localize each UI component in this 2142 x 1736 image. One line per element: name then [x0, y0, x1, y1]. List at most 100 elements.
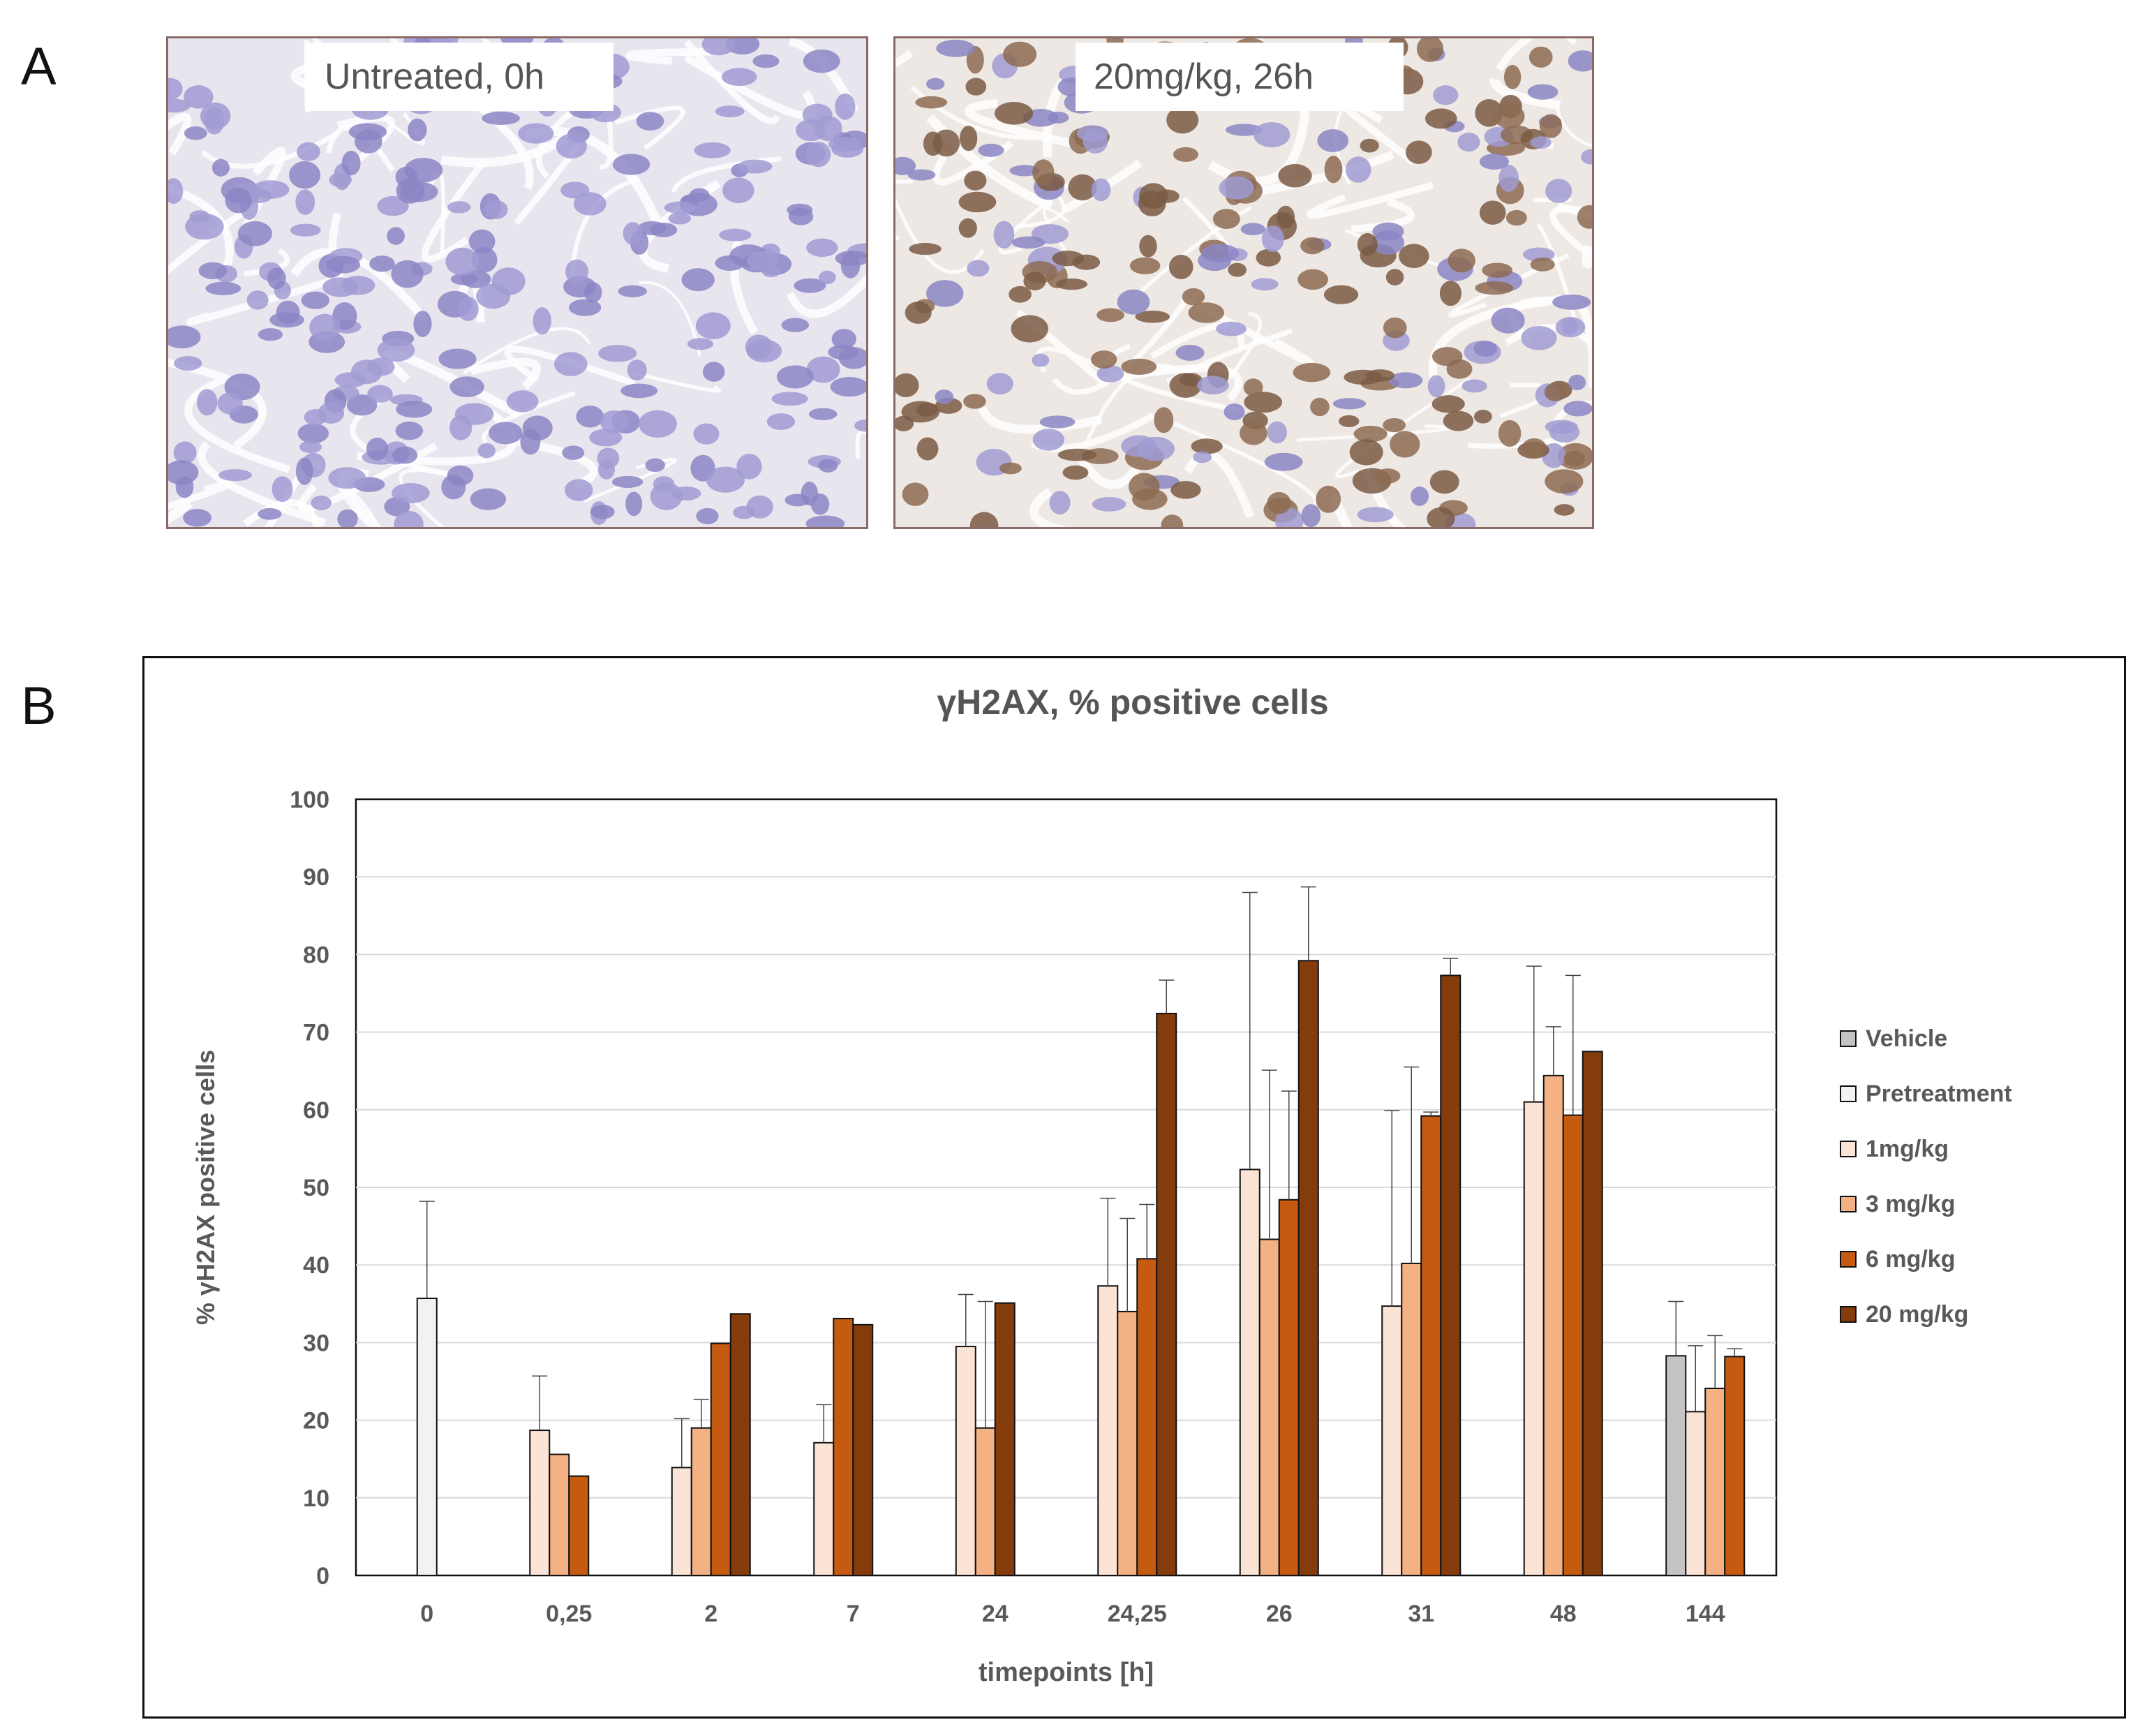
nucleus	[183, 509, 212, 527]
nucleus	[449, 376, 484, 398]
positive-nucleus	[1493, 103, 1525, 129]
nucleus	[831, 329, 856, 350]
nucleus	[1410, 487, 1429, 506]
nucleus	[1371, 230, 1404, 255]
nucleus	[1473, 341, 1498, 357]
stroma-fiber	[1582, 244, 1592, 269]
nucleus	[583, 282, 602, 303]
positive-nucleus	[1385, 269, 1404, 285]
nucleus	[1301, 504, 1321, 527]
legend-swatch	[1840, 1085, 1857, 1102]
nucleus	[805, 515, 845, 527]
nucleus	[746, 251, 779, 270]
y-tick-label: 80	[303, 942, 329, 968]
positive-nucleus	[1503, 65, 1522, 89]
positive-nucleus	[1129, 257, 1161, 274]
positive-nucleus	[1375, 468, 1401, 484]
positive-nucleus	[1443, 410, 1474, 431]
nucleus	[745, 334, 773, 359]
positive-nucleus	[1011, 315, 1048, 343]
nucleus	[533, 307, 551, 335]
nucleus	[1201, 244, 1240, 263]
nucleus	[200, 102, 231, 130]
nucleus	[476, 283, 511, 309]
nucleus	[854, 419, 866, 432]
nucleus	[687, 338, 714, 350]
nucleus	[211, 158, 230, 177]
nucleus	[311, 495, 332, 510]
positive-nucleus	[1228, 262, 1247, 277]
x-tick-label: 24,25	[1108, 1601, 1167, 1627]
positive-nucleus	[1169, 373, 1202, 398]
nucleus	[636, 112, 664, 131]
nucleus	[1317, 129, 1349, 152]
nucleus	[568, 299, 602, 316]
bar-20-mg-kg	[729, 1313, 751, 1576]
positive-nucleus	[1431, 395, 1465, 413]
positive-nucleus	[1052, 251, 1085, 267]
positive-nucleus	[916, 402, 938, 417]
stroma-fiber	[424, 170, 446, 254]
nucleus	[719, 228, 752, 242]
nucleus	[1226, 124, 1263, 136]
stroma-fiber	[932, 140, 1014, 186]
positive-nucleus	[1188, 302, 1224, 323]
nucleus	[1568, 374, 1586, 391]
bar-3-mg-kg	[1401, 1262, 1422, 1576]
positive-nucleus	[1406, 140, 1432, 164]
nucleus	[258, 328, 283, 341]
nucleus	[623, 222, 643, 245]
nucleus	[168, 460, 199, 485]
positive-nucleus	[958, 191, 997, 213]
positive-nucleus	[1425, 108, 1457, 129]
nucleus	[565, 259, 589, 284]
positive-nucleus	[1243, 378, 1263, 396]
positive-nucleus	[1323, 285, 1359, 304]
nucleus	[297, 423, 329, 444]
positive-nucleus	[1293, 362, 1331, 383]
positive-nucleus	[964, 170, 987, 191]
positive-nucleus	[1170, 481, 1201, 499]
nucleus	[1433, 85, 1459, 105]
y-tick-label: 30	[303, 1330, 329, 1356]
bar-1mg-kg	[1381, 1305, 1403, 1576]
nucleus	[818, 270, 836, 285]
x-tick-label: 31	[1408, 1601, 1434, 1627]
stroma-fiber	[168, 481, 232, 510]
nucleus	[1498, 165, 1519, 192]
nucleus	[671, 486, 701, 500]
nucleus	[1563, 401, 1592, 417]
stroma-fiber	[1351, 198, 1415, 233]
stroma-fiber	[1297, 424, 1452, 442]
nucleus	[776, 365, 814, 389]
bar-1mg-kg	[1685, 1411, 1706, 1577]
nucleus	[788, 207, 814, 225]
positive-nucleus	[905, 301, 932, 324]
nucleus	[1032, 429, 1065, 451]
bar-1mg-kg	[955, 1345, 976, 1577]
stroma-fiber	[168, 184, 234, 269]
stroma-fiber	[1448, 253, 1570, 318]
bar-6-mg-kg	[1278, 1199, 1300, 1576]
nucleus	[457, 296, 479, 321]
nucleus	[1427, 375, 1445, 398]
nucleus	[1264, 452, 1303, 471]
legend-entry: 6 mg/kg	[1866, 1246, 1955, 1273]
positive-nucleus	[1003, 41, 1037, 67]
stroma-fiber	[1052, 299, 1188, 395]
nucleus	[721, 68, 757, 87]
positive-nucleus	[1365, 369, 1395, 382]
y-axis-label: % γH2AX positive cells	[191, 1050, 220, 1325]
nucleus	[391, 260, 424, 288]
positive-nucleus	[1278, 163, 1312, 188]
x-tick-label: 0,25	[546, 1601, 592, 1627]
nucleus	[907, 169, 936, 181]
positive-nucleus	[916, 437, 939, 461]
stroma-fiber	[978, 406, 1103, 434]
nucleus	[518, 123, 554, 144]
stroma-fiber	[855, 429, 866, 460]
nucleus	[205, 281, 241, 296]
nucleus	[1091, 178, 1111, 202]
nucleus	[722, 177, 754, 204]
positive-nucleus	[999, 462, 1022, 475]
